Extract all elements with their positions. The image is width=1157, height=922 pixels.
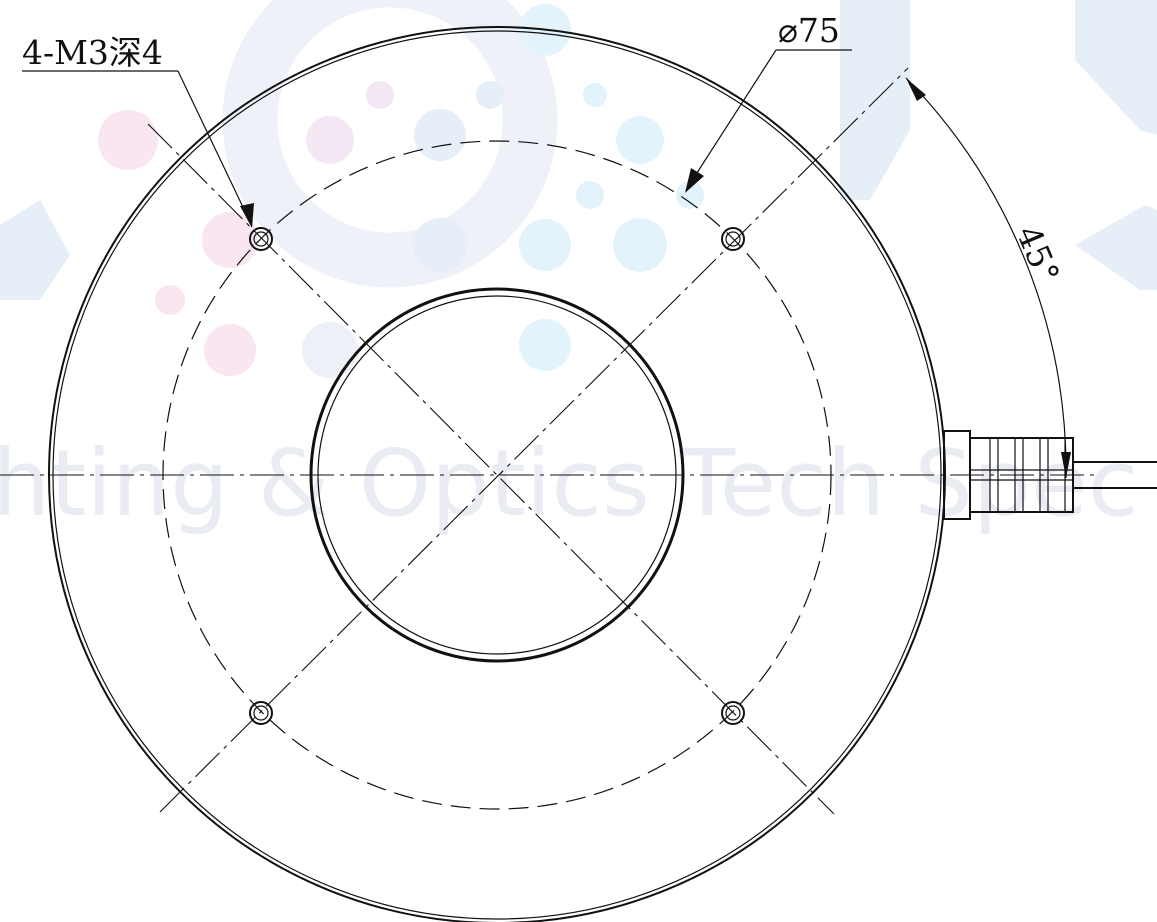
cable-connector	[943, 430, 1157, 520]
watermark-shape	[1075, 205, 1157, 290]
watermark-dot	[414, 109, 466, 161]
callout-arrowhead	[240, 203, 254, 228]
watermark-shape	[0, 200, 70, 300]
watermark-dot	[306, 116, 354, 164]
watermark-dot	[576, 181, 604, 209]
watermark-text: hting & Optics Tech Spec	[0, 430, 1138, 537]
watermark-dot	[155, 285, 185, 315]
angle-arrowhead-top	[906, 78, 926, 101]
watermark-dot	[476, 81, 504, 109]
mounting-hole	[249, 227, 273, 251]
watermark-shape	[840, 0, 910, 200]
diameter-arrowhead	[685, 168, 704, 193]
angle-arrowhead-bottom	[1061, 452, 1071, 478]
watermark-dot	[413, 218, 467, 272]
angle-label: 45°	[1009, 220, 1068, 289]
watermark-shape	[1075, 0, 1157, 135]
strain-relief-body	[969, 437, 1074, 513]
watermark-dot	[613, 218, 667, 272]
watermark-dot	[98, 110, 158, 170]
watermark-dot	[202, 212, 258, 268]
callout-leader	[177, 70, 253, 227]
watermark-dot	[676, 181, 704, 209]
diameter-leader	[685, 49, 777, 191]
watermark-ring	[222, 0, 558, 288]
watermark-dot	[519, 219, 571, 271]
hole-callout: 4-M3深4	[22, 33, 254, 228]
watermark: hting & Optics Tech Spec	[0, 0, 1157, 537]
watermark-dot	[616, 116, 664, 164]
hole-callout-label: 4-M3深4	[22, 33, 163, 72]
watermark-dot	[302, 322, 358, 378]
diameter-callout: ⌀75	[685, 11, 852, 193]
mounting-hole	[721, 701, 745, 725]
watermark-dot	[583, 83, 607, 107]
mounting-hole	[721, 227, 745, 251]
diagonal-centerline-b	[159, 67, 909, 813]
diameter-label: ⌀75	[778, 11, 840, 50]
angle-arc	[905, 77, 1067, 479]
watermark-dot	[204, 324, 256, 376]
diagonal-centerline-a	[147, 123, 835, 815]
angle-dimension: 45°	[905, 77, 1071, 479]
mounting-hole	[249, 701, 273, 725]
watermark-dot	[519, 319, 571, 371]
watermark-dot	[366, 81, 394, 109]
